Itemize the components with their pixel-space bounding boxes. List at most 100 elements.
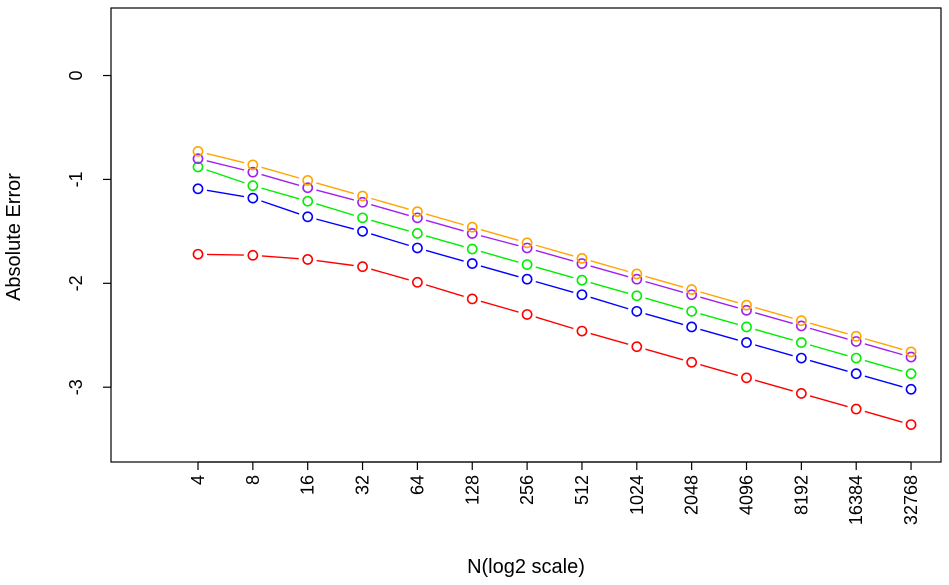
x-tick-label: 8192 [791,475,811,515]
data-point [850,330,862,342]
series-segment [425,249,464,262]
data-point [357,190,368,202]
data-point [850,368,862,380]
y-axis: 0 -1 -2 -3 [66,71,112,395]
data-point [905,351,917,363]
series-segment [809,344,848,357]
series-segment [645,297,684,310]
data-point [357,196,368,208]
data-point [741,304,752,316]
data-point [905,419,917,430]
series-segment [754,306,793,319]
y-tick-label: -3 [66,379,86,395]
series-segment [316,259,354,267]
data-point [192,248,204,260]
data-point [576,252,588,264]
series-segment [590,265,629,278]
data-point [850,352,862,364]
data-point [905,383,917,395]
data-point [631,290,643,302]
data-point [192,183,204,195]
series-segment [645,280,684,293]
series-segment [480,228,519,242]
series-segment [809,322,848,335]
x-tick-label: 128 [462,475,482,505]
x-tick-label: 256 [517,475,537,505]
data-point [850,403,862,415]
data-point [247,159,259,171]
x-tick-label: 16 [298,475,318,495]
data-point [576,274,588,286]
data-point [302,211,314,223]
x-tick-label: 1024 [627,475,647,515]
data-point [576,258,588,269]
data-point [576,325,588,337]
data-point [466,228,478,239]
data-point [631,268,643,280]
series-segment [700,364,739,377]
series-segment [645,313,684,326]
series-segment [754,344,793,357]
data-point [741,321,752,333]
x-tick-label: 16384 [846,475,866,525]
series-segment [700,291,739,304]
series-segment [261,173,300,186]
series-segment [316,182,355,195]
data-point [411,228,423,239]
y-axis-title: Absolute Error [3,173,25,301]
data-point [357,225,368,237]
series-segment [480,265,519,278]
series-segment [535,280,574,293]
data-point [850,336,862,347]
series-segment [590,296,629,310]
series-segment [261,166,300,179]
series-segment [535,316,574,330]
x-axis: 4 8 16 32 64 128 256 512 1024 2048 4096 8192 16384 32… [188,461,921,525]
data-point [247,166,259,178]
series-segment [206,169,245,184]
series-segment [754,379,793,392]
series-segment [535,266,574,279]
series-segment [809,359,848,372]
series-segment [370,233,409,247]
series-segment [206,253,244,256]
data-point [302,175,314,186]
series-segment [645,348,684,361]
data-point [192,145,204,157]
series-segment [261,255,299,260]
series-segment [371,204,409,217]
data-point [631,341,643,353]
data-point [247,192,259,204]
data-point [466,221,478,233]
y-tick-label: -1 [66,171,86,187]
data-point [302,254,314,265]
series-segment [864,410,903,423]
data-point [795,388,807,399]
series-segment [480,300,519,313]
series-segment [206,160,245,171]
data-point [795,315,807,327]
series-segment [535,244,574,257]
data-point [686,289,698,301]
data-point [741,372,752,384]
data-point [521,237,533,249]
series-segment [371,197,409,210]
data-point [741,337,752,348]
data-point [521,309,533,320]
series-segment [425,235,464,248]
data-point [192,153,204,165]
data-point [521,259,533,271]
data-point [521,273,533,285]
x-tick-label: 2048 [682,475,702,515]
series-segment [809,395,848,408]
plot-frame [110,7,942,463]
data-point [302,195,314,207]
data-point [576,289,588,301]
data-point [686,356,698,368]
series-segment [425,213,464,226]
data-point [302,182,314,194]
data-point [905,368,917,380]
series-segment [700,296,739,309]
x-axis-title: N(log2 scale) [467,556,585,578]
